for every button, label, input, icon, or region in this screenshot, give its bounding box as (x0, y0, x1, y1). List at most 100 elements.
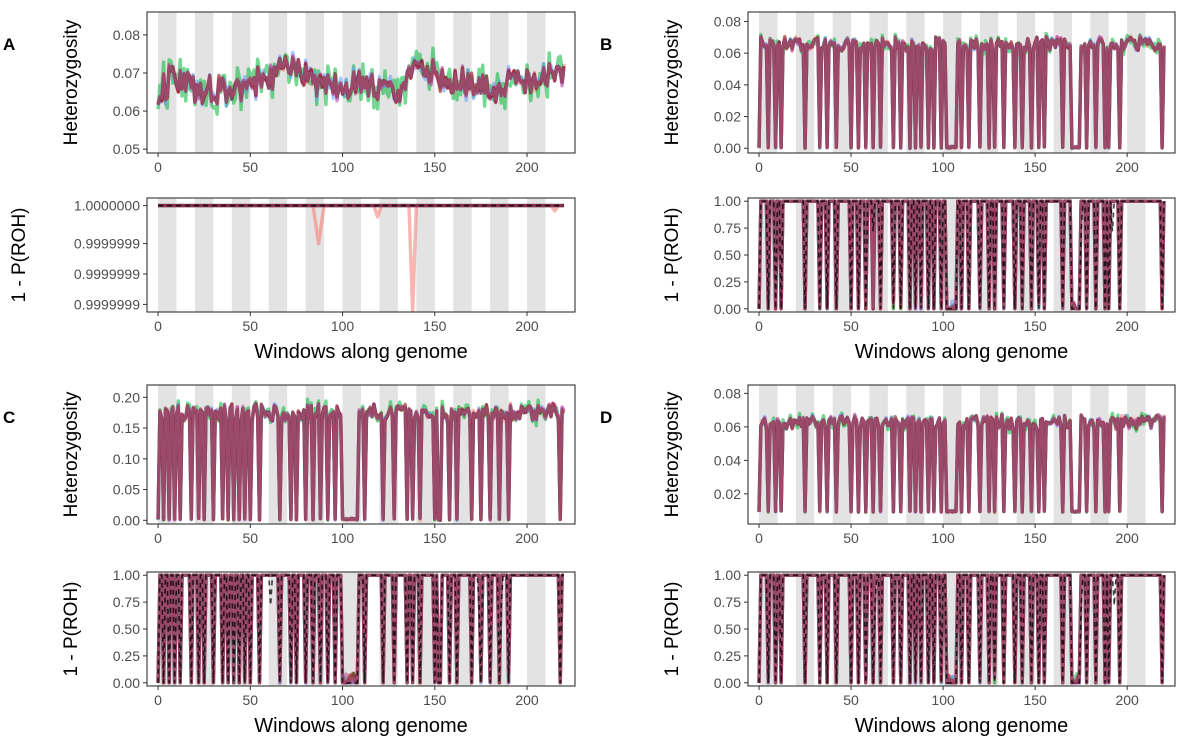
x-tick-label: 0 (154, 159, 162, 175)
x-tick-label: 200 (515, 318, 539, 334)
x-tick-label: 50 (843, 692, 859, 708)
x-tick-label: 150 (423, 159, 447, 175)
y-tick-label: 0.00 (714, 301, 741, 317)
x-tick-label: 0 (154, 530, 162, 546)
plot-frame (146, 197, 576, 313)
x-tick-label: 100 (931, 692, 955, 708)
x-tick-label: 50 (243, 318, 259, 334)
x-tick-label: 0 (755, 318, 763, 334)
x-axis-label: Windows along genome (855, 715, 1068, 737)
plot-c-bottom: 0 50 100 150 200 0.00 0.25 0.50 0.75 1.00 1 - P(RO… (61, 567, 576, 737)
y-tick-label: 0.9999999 (74, 296, 140, 312)
y-axis-label: 1 - P(ROH) (662, 208, 683, 303)
x-tick-label: 0 (154, 692, 162, 708)
x-tick-label: 150 (423, 318, 447, 334)
y-tick-label: 0.50 (714, 247, 741, 263)
shade-band (490, 198, 509, 312)
x-tick-label: 150 (1023, 530, 1047, 546)
x-tick-label: 100 (931, 318, 955, 334)
x-tick-label: 200 (515, 692, 539, 708)
y-tick-label: 1.00 (714, 193, 741, 209)
y-axis-label: Heterozygosity (662, 391, 683, 517)
plot-frame (747, 384, 1176, 525)
y-tick-label: 0.00 (113, 512, 140, 528)
x-tick-label: 100 (931, 159, 955, 175)
y-tick-label: 0.75 (714, 220, 741, 236)
plot-frame (146, 384, 576, 525)
y-tick-label: 0.25 (714, 648, 741, 664)
shade-band (1127, 198, 1146, 312)
y-tick-label: 0.04 (714, 77, 741, 93)
x-tick-label: 200 (1115, 159, 1139, 175)
y-tick-label: 0.10 (113, 451, 140, 467)
mean-line (757, 413, 1166, 514)
x-tick-label: 50 (243, 692, 259, 708)
x-tick-label: 0 (755, 530, 763, 546)
x-tick-label: 150 (1023, 159, 1047, 175)
y-tick-label: 0.08 (113, 27, 140, 43)
y-tick-label: 0.06 (714, 419, 741, 435)
y-tick-label: 0.9999999 (74, 266, 140, 282)
y-axis-label: Heterozygosity (61, 19, 82, 145)
y-tick-label: 0.06 (714, 45, 741, 61)
shade-band (527, 572, 546, 686)
panel-letter-d: D (600, 408, 612, 427)
y-tick-label: 0.00 (113, 675, 140, 691)
panel-letter-b: B (600, 35, 612, 54)
x-axis-label: Windows along genome (254, 341, 467, 363)
shade-band (268, 198, 288, 312)
plot-frame (146, 11, 576, 154)
plot-b-bottom: 0 50 100 150 200 0.00 0.25 0.50 0.75 1.00 1 - P(RO… (662, 193, 1176, 363)
y-tick-label: 0.00 (714, 140, 741, 156)
y-axis-label: 1 - P(ROH) (662, 582, 683, 677)
x-tick-label: 200 (1115, 318, 1139, 334)
y-axis-label: Heterozygosity (61, 391, 82, 517)
y-tick-label: 0.50 (714, 621, 741, 637)
x-tick-label: 0 (755, 159, 763, 175)
y-tick-label: 0.05 (113, 482, 140, 498)
x-tick-label: 50 (843, 159, 859, 175)
y-tick-label: 0.25 (113, 648, 140, 664)
shade-band (231, 198, 251, 312)
y-tick-label: 0.75 (113, 594, 140, 610)
x-tick-label: 100 (331, 692, 355, 708)
y-tick-label: 0.05 (113, 141, 140, 157)
shade-band (527, 198, 546, 312)
shade-band (416, 12, 435, 153)
dashed-reference-line (758, 200, 1165, 310)
y-tick-label: 0.07 (113, 65, 140, 81)
x-tick-label: 150 (423, 692, 447, 708)
mean-line (757, 34, 1166, 150)
x-tick-label: 200 (515, 159, 539, 175)
x-tick-label: 100 (331, 530, 355, 546)
shade-band (1127, 12, 1146, 153)
y-tick-label: 1.00 (714, 567, 741, 583)
y-tick-label: 0.75 (714, 594, 741, 610)
x-tick-label: 150 (423, 530, 447, 546)
y-tick-label: 0.04 (714, 452, 741, 468)
y-tick-label: 0.15 (113, 420, 140, 436)
shade-band (342, 198, 361, 312)
plot-d-bottom: 0 50 100 150 200 0.00 0.25 0.50 0.75 1.00 1 - P(RO… (662, 567, 1176, 737)
y-tick-label: 0.02 (714, 109, 741, 125)
panel-letter-c: C (3, 408, 15, 427)
shade-band (194, 198, 214, 312)
shade-band (1127, 572, 1146, 686)
y-axis-label: Heterozygosity (662, 19, 683, 145)
shade-band (1127, 385, 1146, 524)
x-tick-label: 0 (154, 318, 162, 334)
x-tick-label: 100 (331, 159, 355, 175)
y-tick-label: 0.02 (714, 486, 741, 502)
plot-c-top: 0 50 100 150 200 0.00 0.05 0.10 0.15 0.20 Heterozy… (61, 384, 576, 546)
plot-b-top: 0 50 100 150 200 0.00 0.02 0.04 0.06 0.08 Heterozy… (662, 11, 1176, 175)
plot-a-top: 0 50 100 150 200 0.05 0.06 0.07 0.08 Heterozygosi… (61, 11, 576, 175)
mean-line (156, 402, 565, 522)
x-tick-label: 50 (843, 318, 859, 334)
y-tick-label: 0.08 (714, 14, 741, 30)
x-tick-label: 50 (243, 530, 259, 546)
shade-band (379, 198, 398, 312)
dashed-reference-line (758, 574, 1165, 684)
y-axis-label: 1 - P(ROH) (61, 582, 82, 677)
plot-d-top: 0 50 100 150 200 0.02 0.04 0.06 0.08 Heterozygosi… (662, 384, 1176, 546)
